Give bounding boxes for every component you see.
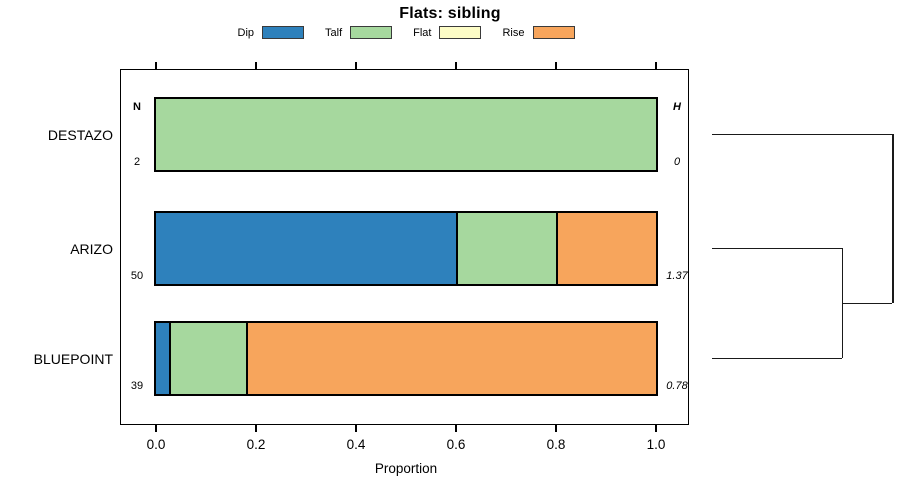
legend-swatch bbox=[439, 26, 482, 39]
dendrogram-line bbox=[712, 357, 842, 359]
bar-bluepoint bbox=[154, 321, 658, 396]
dendrogram-line bbox=[892, 133, 894, 303]
x-tick-label: 1.0 bbox=[646, 437, 666, 452]
x-tick bbox=[655, 425, 657, 432]
row-label-arizo: ARIZO bbox=[70, 240, 113, 257]
row-label-destazo: DESTAZO bbox=[47, 126, 113, 143]
x-tick bbox=[155, 62, 157, 69]
legend-label: Flat bbox=[413, 26, 432, 39]
n-value: 50 bbox=[130, 270, 144, 282]
x-axis-label: Proportion bbox=[374, 461, 438, 476]
legend-swatch bbox=[350, 26, 393, 39]
dendrogram-line bbox=[841, 302, 892, 304]
legend-swatch bbox=[532, 26, 575, 39]
legend-item-flat: Flat bbox=[413, 26, 482, 39]
bar-segment-talf bbox=[456, 213, 556, 284]
bar-segment-rise bbox=[556, 213, 656, 284]
x-tick-label: 0.0 bbox=[146, 437, 166, 452]
legend-item-talf: Talf bbox=[325, 26, 393, 39]
x-tick bbox=[255, 425, 257, 432]
bar-segment-talf bbox=[168, 323, 246, 394]
bar-segment-dip bbox=[156, 213, 456, 284]
bar-arizo bbox=[154, 211, 658, 286]
legend-label: Rise bbox=[502, 26, 525, 39]
bar-segment-dip bbox=[156, 323, 169, 394]
x-tick bbox=[455, 425, 457, 432]
x-tick bbox=[355, 425, 357, 432]
h-value: 1.37 bbox=[666, 270, 688, 282]
bar-destazo bbox=[154, 97, 658, 172]
legend-item-dip: Dip bbox=[238, 26, 305, 39]
x-tick-label: 0.8 bbox=[546, 437, 566, 452]
n-value: 2 bbox=[133, 156, 141, 168]
dendrogram-line bbox=[712, 247, 842, 249]
legend-label: Talf bbox=[325, 26, 343, 39]
x-tick bbox=[455, 62, 457, 69]
x-tick bbox=[555, 62, 557, 69]
dendrogram-line bbox=[712, 133, 892, 135]
n-column-header: N bbox=[133, 101, 141, 113]
h-column-header: H bbox=[673, 101, 681, 113]
legend-item-rise: Rise bbox=[502, 26, 575, 39]
x-tick-label: 0.2 bbox=[246, 437, 266, 452]
n-value: 39 bbox=[130, 380, 144, 392]
x-tick bbox=[255, 62, 257, 69]
h-value: 0.78 bbox=[666, 380, 688, 392]
x-tick-label: 0.6 bbox=[446, 437, 466, 452]
chart-title: Flats: sibling bbox=[399, 5, 501, 22]
bar-segment-talf bbox=[156, 99, 656, 170]
x-tick bbox=[355, 62, 357, 69]
bar-segment-rise bbox=[245, 323, 656, 394]
row-label-bluepoint: BLUEPOINT bbox=[33, 350, 113, 367]
x-tick-label: 0.4 bbox=[346, 437, 366, 452]
x-tick bbox=[155, 425, 157, 432]
legend: Dip Talf Flat Rise bbox=[120, 24, 692, 41]
x-tick bbox=[655, 62, 657, 69]
legend-swatch bbox=[262, 26, 305, 39]
h-value: 0 bbox=[673, 156, 681, 168]
legend-label: Dip bbox=[237, 26, 255, 39]
x-tick bbox=[555, 425, 557, 432]
